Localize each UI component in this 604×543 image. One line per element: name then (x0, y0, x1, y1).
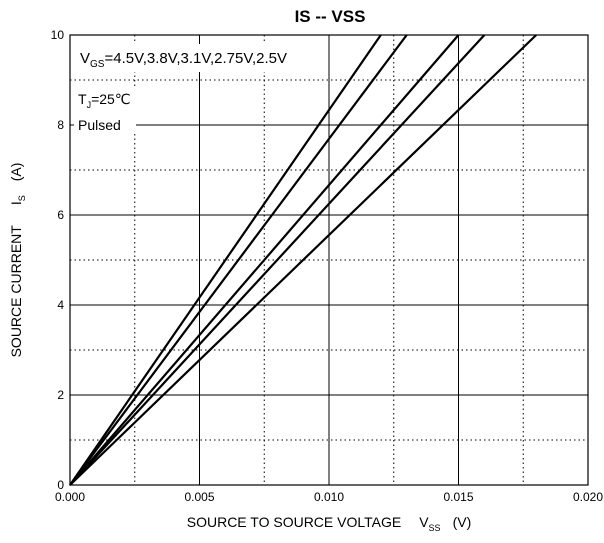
y-tick-label: 8 (57, 118, 64, 132)
y-axis-title: SOURCE CURRENT IS (A) (8, 163, 27, 358)
x-axis-symbol-sub: SS (429, 523, 441, 533)
x-tick-label: 0.000 (55, 490, 85, 504)
annotation-vgs-prefix: V (80, 50, 90, 67)
y-tick-label: 4 (57, 298, 64, 312)
x-tick-label: 0.005 (184, 490, 214, 504)
annotation-vgs-sub: GS (90, 59, 105, 70)
grid (70, 35, 588, 485)
annotation-tj-text: =25℃ (91, 91, 130, 107)
x-axis-unit: (V) (453, 514, 472, 530)
chart-title: IS -- VSS (295, 7, 366, 26)
y-axis-label: SOURCE CURRENT (8, 225, 24, 358)
plot-frame (69, 34, 589, 486)
x-axis-title: SOURCE TO SOURCE VOLTAGE VSS (V) (187, 514, 471, 533)
tick-labels: 0.000 0.005 0.010 0.015 0.020 0 2 4 6 8 10 (51, 28, 604, 504)
annotation-vgs-text: =4.5V,3.8V,3.1V,2.75V,2.5V (104, 50, 287, 67)
x-axis-label: SOURCE TO SOURCE VOLTAGE (187, 514, 401, 530)
y-axis-unit: (A) (8, 163, 24, 182)
x-axis-symbol: V (419, 514, 429, 530)
y-axis-symbol: I (8, 201, 24, 205)
x-tick-label: 0.010 (314, 490, 344, 504)
annotation-tj: TJ=25℃ (78, 91, 131, 110)
series-line-3 (69, 34, 460, 486)
y-axis-symbol-sub: S (17, 195, 27, 201)
y-tick-label: 2 (57, 388, 64, 402)
series-lines (69, 34, 537, 486)
series-line-4 (69, 34, 486, 486)
series-line-1 (69, 34, 382, 486)
annotation-tj-prefix: T (78, 91, 87, 107)
series-line-2 (69, 34, 408, 486)
annotation-pulsed: Pulsed (78, 117, 121, 133)
annotation-tj-sub: J (87, 100, 92, 110)
x-tick-label: 0.015 (443, 490, 473, 504)
y-tick-label: 0 (57, 478, 64, 492)
legend-bg-vgs (76, 44, 326, 72)
y-tick-label: 10 (51, 28, 65, 42)
legend-bg-tj (74, 88, 136, 132)
annotation-vgs: VGS=4.5V,3.8V,3.1V,2.75V,2.5V (80, 50, 287, 70)
y-tick-label: 6 (57, 208, 64, 222)
x-tick-label: 0.020 (573, 490, 603, 504)
series-line-5 (69, 34, 537, 486)
